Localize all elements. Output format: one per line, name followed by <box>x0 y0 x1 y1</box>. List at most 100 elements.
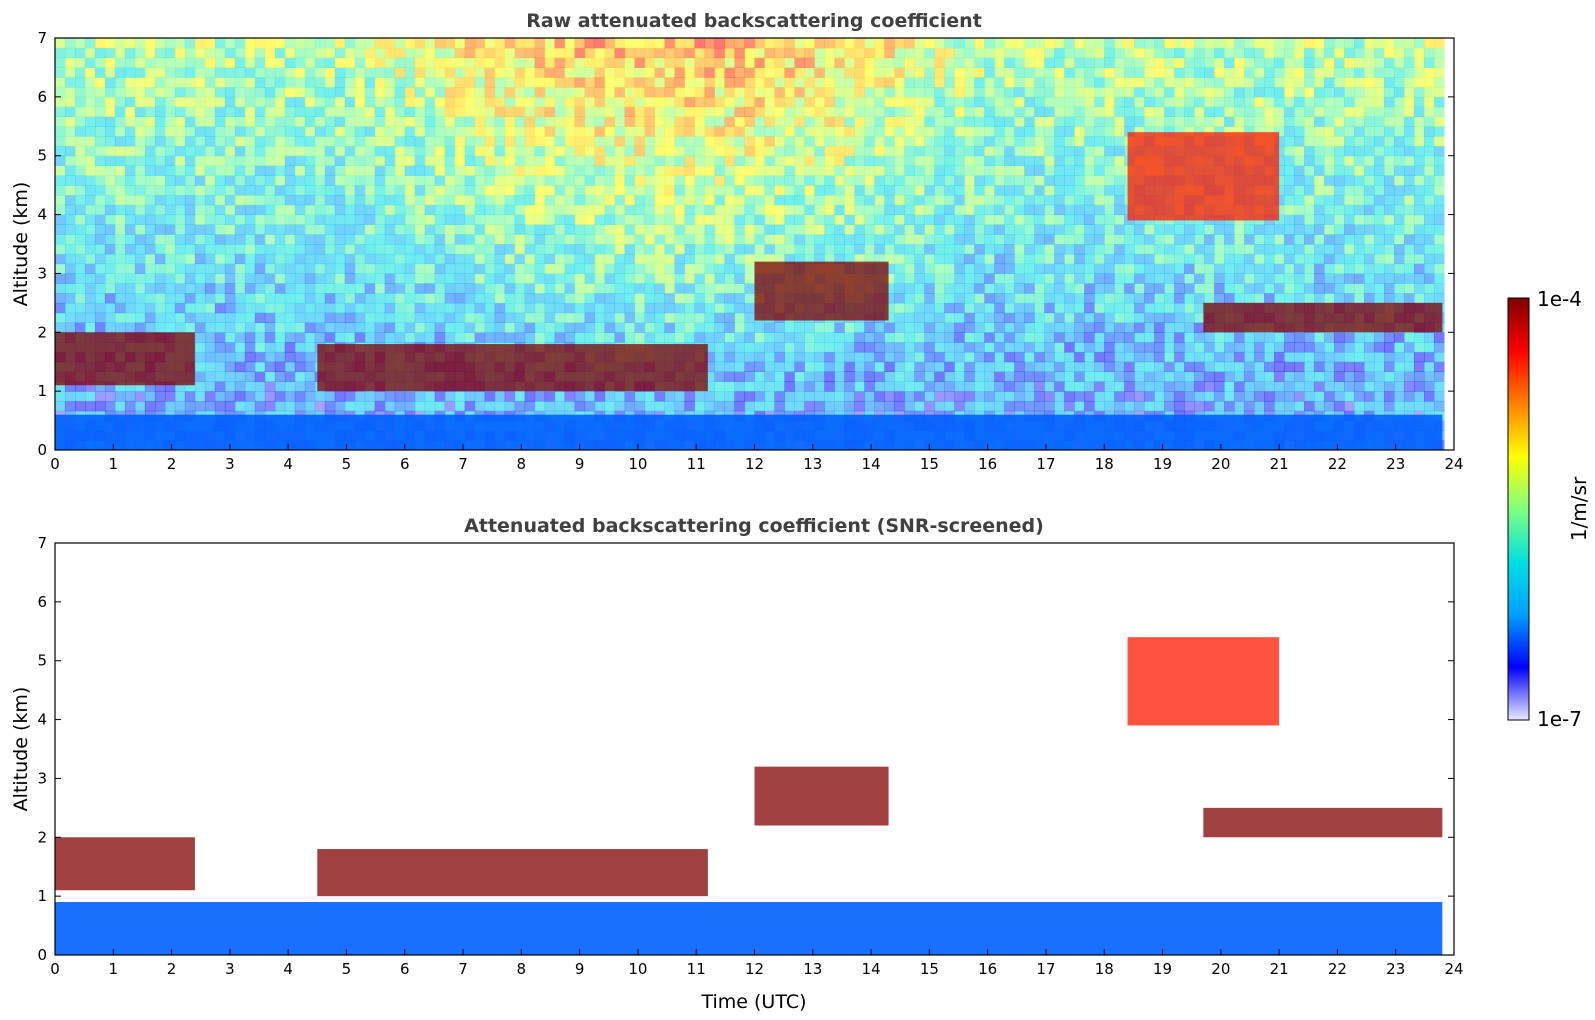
noise-cell <box>984 371 995 382</box>
noise-cell <box>854 244 865 255</box>
noise-cell <box>434 234 446 245</box>
noise-cell <box>464 204 476 216</box>
noise-cell <box>844 322 855 333</box>
noise-cell <box>1424 194 1435 206</box>
noise-cell <box>244 214 256 225</box>
noise-cell <box>304 116 316 127</box>
noise-cell <box>1334 342 1345 353</box>
noise-cell <box>184 293 196 304</box>
noise-cell <box>1054 96 1065 108</box>
noise-cell <box>364 96 376 108</box>
noise-cell <box>244 194 256 206</box>
noise-cell <box>184 96 196 108</box>
noise-cell <box>1024 312 1035 323</box>
noise-cell <box>324 194 336 206</box>
noise-cell <box>1274 381 1285 392</box>
noise-cell <box>1244 400 1255 412</box>
noise-cell <box>1104 126 1115 137</box>
noise-cell <box>444 302 456 314</box>
noise-cell <box>494 293 506 304</box>
noise-cell <box>904 185 915 196</box>
noise-cell <box>1414 234 1425 245</box>
noise-cell <box>984 312 995 323</box>
noise-cell <box>594 136 606 147</box>
noise-cell <box>904 302 915 314</box>
noise-cell <box>444 283 456 294</box>
noise-cell <box>414 224 426 235</box>
noise-cell <box>74 253 86 265</box>
noise-cell <box>1224 273 1235 284</box>
noise-cell <box>1414 126 1425 137</box>
noise-cell <box>1144 283 1155 294</box>
noise-cell <box>234 293 246 304</box>
noise-cell <box>1274 351 1285 363</box>
noise-cell <box>1294 136 1305 147</box>
noise-cell <box>1074 351 1085 363</box>
noise-cell <box>974 224 985 235</box>
noise-cell <box>594 106 606 117</box>
noise-cell <box>564 302 576 314</box>
noise-cell <box>1084 106 1095 117</box>
noise-cell <box>1264 391 1275 402</box>
noise-cell <box>1314 253 1325 265</box>
noise-cell <box>264 400 276 412</box>
noise-cell <box>1074 126 1085 137</box>
noise-cell <box>924 391 935 402</box>
noise-cell <box>884 381 895 392</box>
noise-cell <box>734 263 745 274</box>
noise-cell <box>294 253 306 265</box>
noise-cell <box>914 234 925 245</box>
noise-cell <box>474 293 486 304</box>
noise-cell <box>1284 293 1295 304</box>
noise-cell <box>794 244 805 255</box>
noise-cell <box>894 283 905 294</box>
noise-cell <box>594 175 606 186</box>
noise-cell <box>764 194 775 206</box>
noise-cell <box>64 273 76 284</box>
noise-cell <box>1034 214 1045 225</box>
noise-cell <box>174 391 186 402</box>
noise-cell <box>794 106 805 117</box>
noise-cell <box>354 136 366 147</box>
noise-cell <box>1224 253 1235 265</box>
noise-cell <box>464 194 476 206</box>
noise-cell <box>534 204 546 216</box>
noise-cell <box>944 155 955 167</box>
noise-cell <box>504 185 516 196</box>
noise-cell <box>434 400 446 412</box>
noise-cell <box>354 145 366 157</box>
noise-cell <box>594 244 606 255</box>
noise-cell <box>1264 126 1275 137</box>
noise-cell <box>1004 332 1015 343</box>
noise-cell <box>1414 381 1425 392</box>
noise-cell <box>534 145 546 157</box>
noise-cell <box>1014 273 1025 284</box>
noise-cell <box>55 273 66 284</box>
noise-cell <box>1014 391 1025 402</box>
noise-cell <box>544 293 556 304</box>
noise-cell <box>544 145 556 157</box>
noise-cell <box>494 312 506 323</box>
noise-cell <box>664 332 676 343</box>
noise-cell <box>514 224 526 235</box>
noise-cell <box>454 253 466 265</box>
noise-cell <box>1434 371 1445 382</box>
noise-cell <box>874 96 885 108</box>
noise-cell <box>1394 253 1405 265</box>
noise-cell <box>194 302 206 314</box>
noise-cell <box>1034 322 1045 333</box>
noise-cell <box>1034 106 1045 117</box>
noise-cell <box>114 106 126 117</box>
noise-cell <box>954 194 965 206</box>
noise-cell <box>884 302 895 314</box>
noise-cell <box>434 224 446 235</box>
noise-cell <box>594 185 606 196</box>
noise-cell <box>264 293 276 304</box>
noise-cell <box>554 136 566 147</box>
noise-cell <box>534 165 546 176</box>
noise-cell <box>264 391 276 402</box>
noise-cell <box>894 224 905 235</box>
noise-cell <box>744 165 755 176</box>
noise-cell <box>724 96 736 108</box>
